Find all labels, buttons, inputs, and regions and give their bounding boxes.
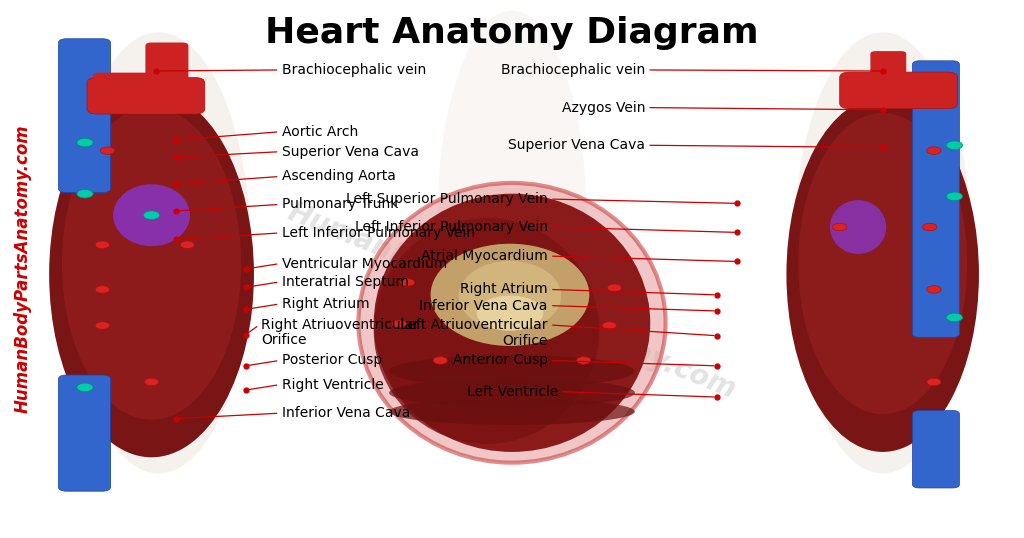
Circle shape [927,147,941,154]
Text: Inferior Vena Cava: Inferior Vena Cava [420,299,548,313]
Text: HumanBodyPartsAnatomy.com: HumanBodyPartsAnatomy.com [13,125,32,413]
Text: Left Ventricle: Left Ventricle [467,385,558,399]
Text: Pulmonary Trunk: Pulmonary Trunk [282,197,398,211]
Circle shape [923,223,937,231]
Text: Superior Vena Cava: Superior Vena Cava [282,145,419,159]
Ellipse shape [61,108,242,420]
Ellipse shape [430,244,590,346]
Text: Atrial Myocardium: Atrial Myocardium [421,249,548,263]
Text: Aortic Arch: Aortic Arch [282,125,357,139]
Circle shape [400,279,415,286]
Circle shape [95,241,110,249]
Ellipse shape [67,32,251,473]
FancyBboxPatch shape [840,72,957,109]
Text: Brachiocephalic vein: Brachiocephalic vein [501,63,645,77]
Circle shape [77,138,93,147]
Ellipse shape [374,194,650,452]
Ellipse shape [358,183,666,463]
Text: Left Inferior Pulmonary Vein: Left Inferior Pulmonary Vein [282,226,475,240]
FancyBboxPatch shape [912,61,959,337]
Circle shape [143,211,160,220]
Circle shape [95,286,110,293]
Circle shape [433,357,447,364]
Circle shape [77,383,93,392]
Text: Brachiocephalic vein: Brachiocephalic vein [282,63,426,77]
Text: Right Atrium: Right Atrium [282,297,370,311]
Circle shape [946,313,963,322]
Circle shape [577,357,591,364]
FancyBboxPatch shape [58,375,111,491]
Circle shape [392,320,407,328]
Circle shape [607,284,622,292]
Circle shape [144,378,159,386]
Ellipse shape [793,32,973,473]
Circle shape [77,189,93,198]
Ellipse shape [49,91,254,457]
Circle shape [602,322,616,329]
Text: Right Atrium: Right Atrium [460,282,548,296]
Ellipse shape [829,200,886,254]
Circle shape [100,147,115,154]
Text: Orifice: Orifice [261,333,306,347]
Ellipse shape [389,355,635,387]
FancyBboxPatch shape [58,39,111,193]
Text: Interatrial Septum: Interatrial Septum [282,275,409,289]
Circle shape [946,192,963,201]
Text: Left Superior Pulmonary Vein: Left Superior Pulmonary Vein [346,192,548,206]
Text: Ascending Aorta: Ascending Aorta [282,169,395,183]
Text: Ventricular Myocardium: Ventricular Myocardium [282,257,446,271]
FancyBboxPatch shape [870,51,906,100]
Text: Posterior Cusp: Posterior Cusp [282,353,382,367]
FancyBboxPatch shape [87,77,205,114]
Text: HumanBodyPartsAnatomy.com: HumanBodyPartsAnatomy.com [284,198,740,405]
Ellipse shape [459,261,561,331]
Ellipse shape [477,296,543,330]
Circle shape [95,322,110,329]
Text: Orifice: Orifice [503,334,548,348]
Text: Azygos Vein: Azygos Vein [561,101,645,115]
Text: Heart Anatomy Diagram: Heart Anatomy Diagram [265,16,759,50]
Text: Anterior Cusp: Anterior Cusp [453,353,548,367]
FancyBboxPatch shape [912,410,959,488]
Ellipse shape [389,398,635,425]
Ellipse shape [799,113,967,414]
Ellipse shape [438,11,586,420]
Text: Inferior Vena Cava: Inferior Vena Cava [282,406,410,420]
FancyBboxPatch shape [93,73,160,94]
FancyBboxPatch shape [145,43,188,100]
Text: Right Atriuoventricular: Right Atriuoventricular [261,318,419,332]
Ellipse shape [389,378,635,408]
Text: Left Inferior Pulmonary Vein: Left Inferior Pulmonary Vein [354,220,548,234]
Ellipse shape [786,97,979,452]
Text: Superior Vena Cava: Superior Vena Cava [508,138,645,152]
Circle shape [833,223,847,231]
Circle shape [927,286,941,293]
Text: Right Ventricle: Right Ventricle [282,378,383,392]
Circle shape [927,378,941,386]
Ellipse shape [113,184,190,246]
Ellipse shape [374,218,599,444]
Text: Left Atriuoventricular: Left Atriuoventricular [400,318,548,332]
Circle shape [180,241,195,249]
Circle shape [946,141,963,150]
